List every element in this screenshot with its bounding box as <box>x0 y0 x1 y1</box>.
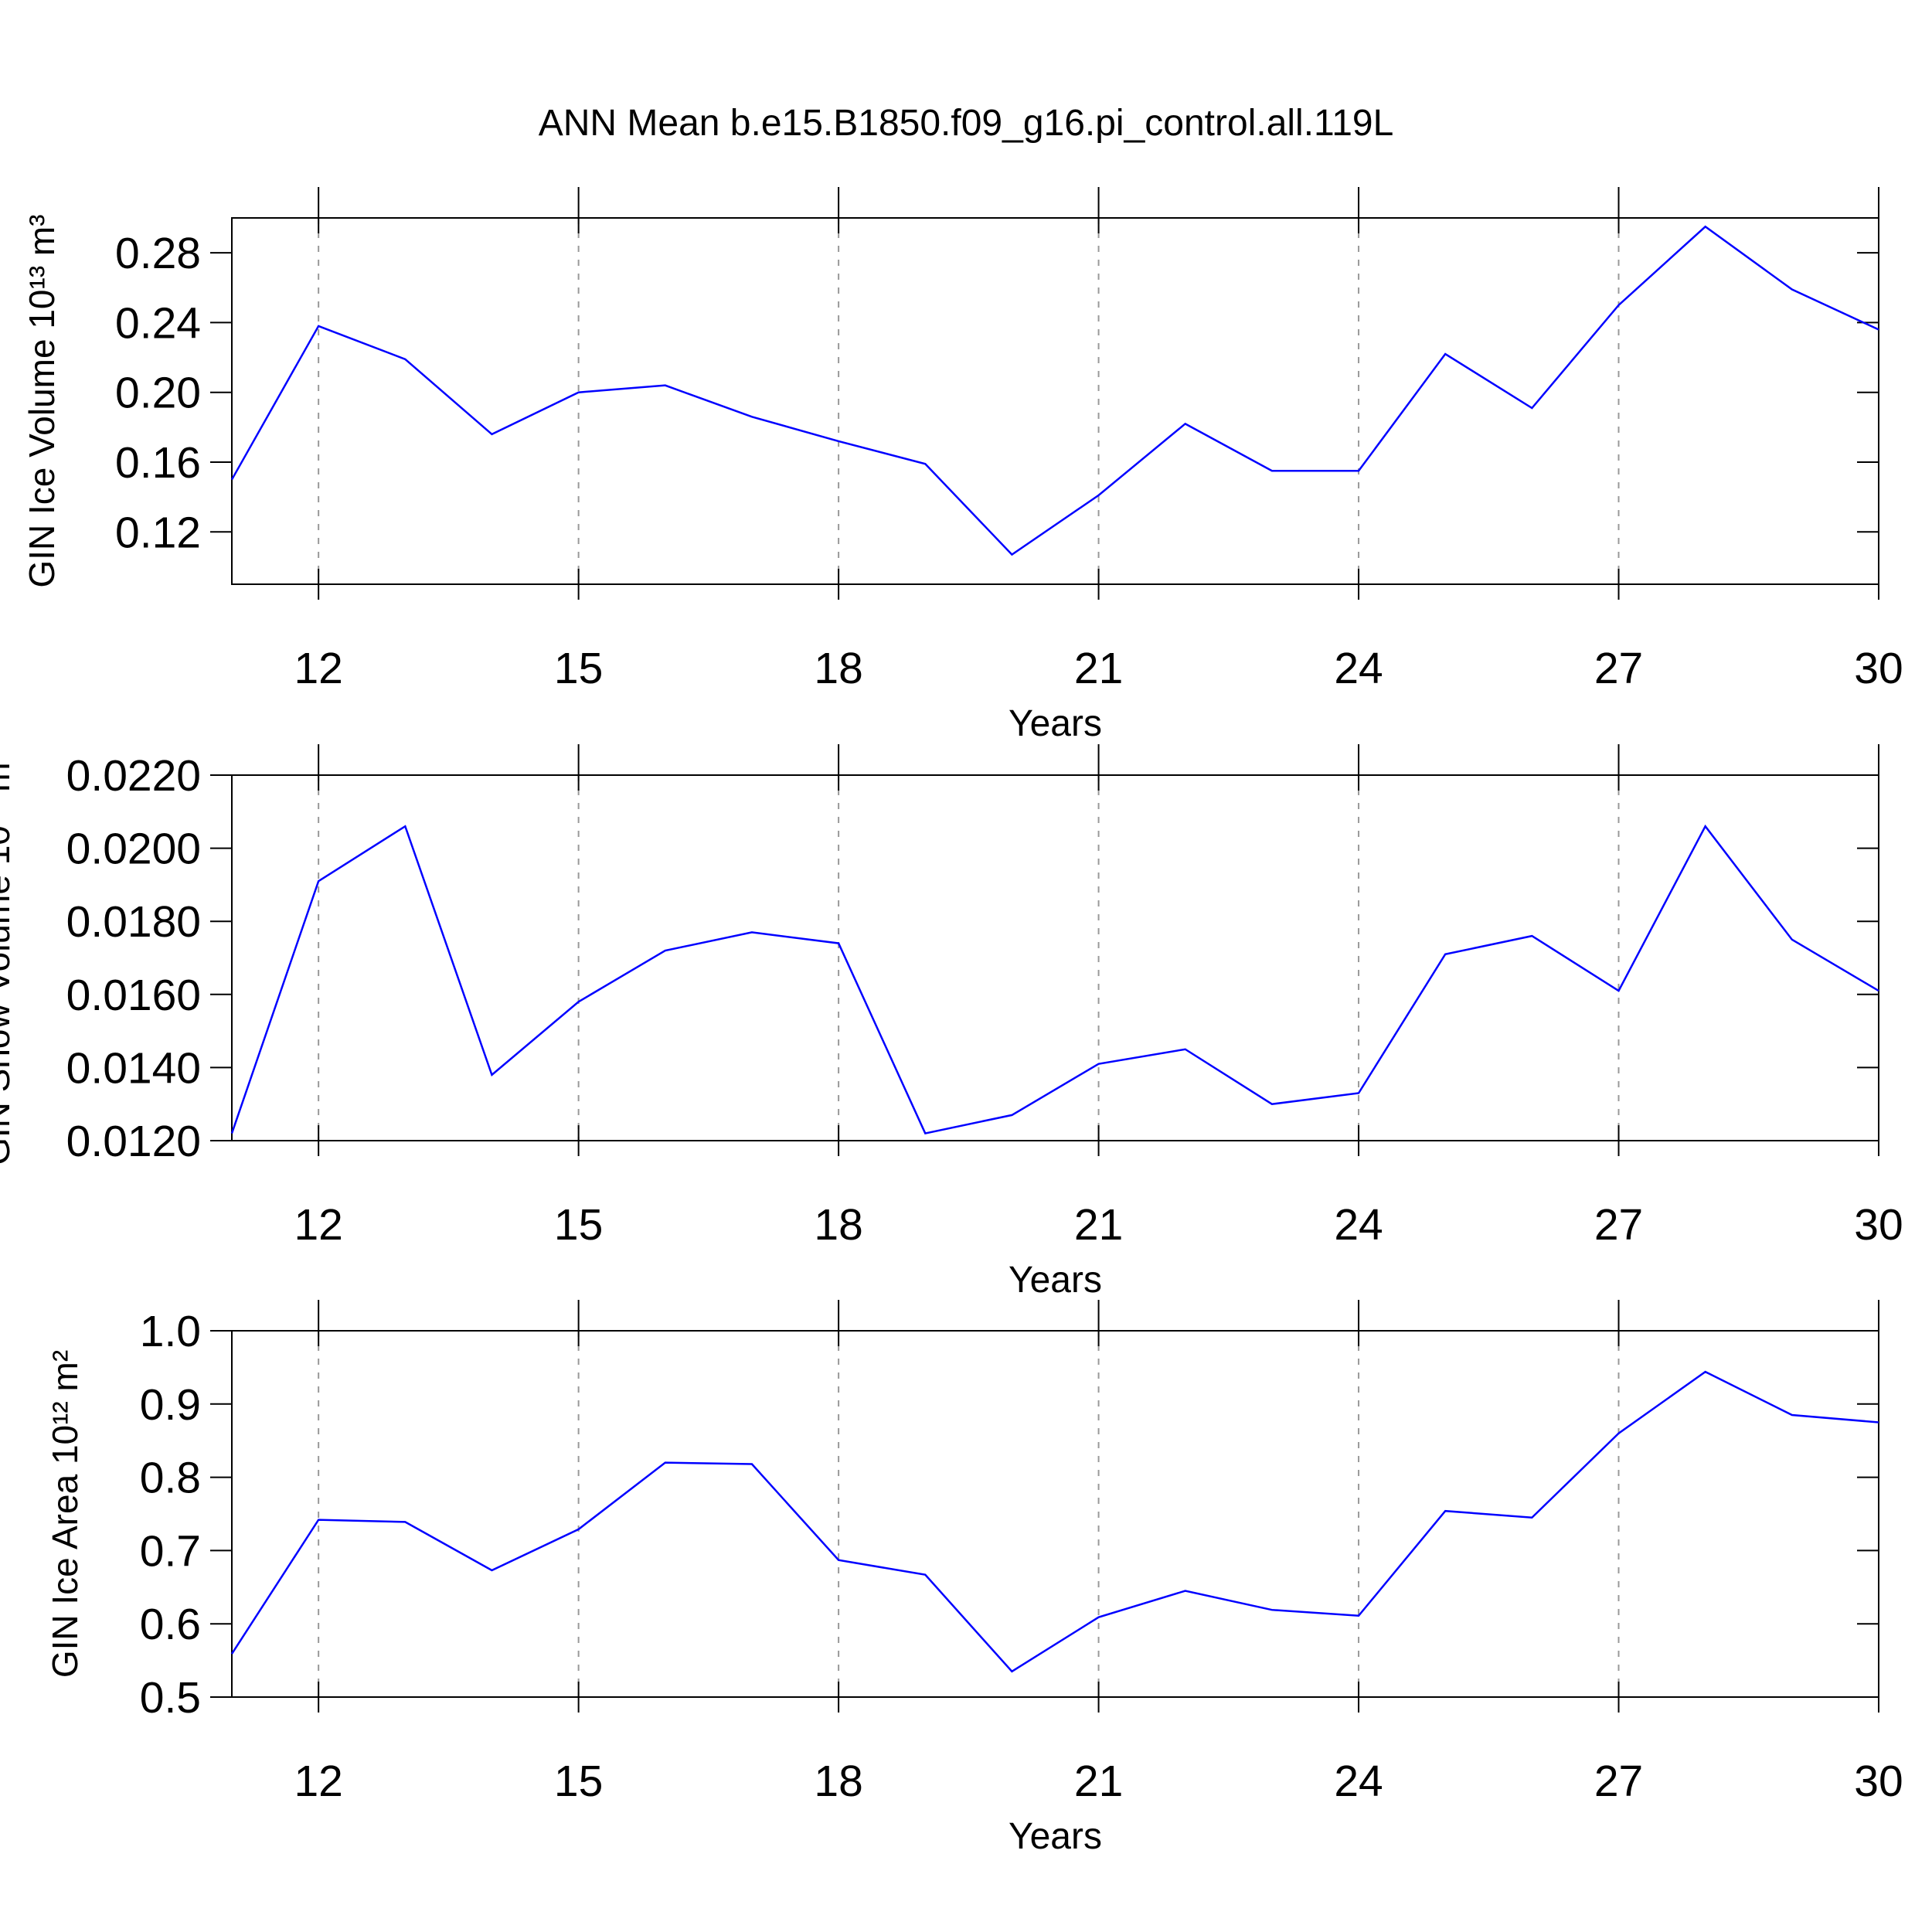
x-tick-label: 18 <box>814 1200 862 1250</box>
x-tick-label: 15 <box>554 1200 603 1250</box>
y-axis-label: GIN Snow Volume 10¹³ m³ <box>0 750 17 1165</box>
y-tick-label: 0.6 <box>140 1600 201 1649</box>
x-tick-label: 27 <box>1594 1200 1643 1250</box>
y-tick-label: 0.0140 <box>66 1043 201 1093</box>
y-tick-label: 0.5 <box>140 1673 201 1723</box>
x-axis-label: Years <box>1009 703 1102 744</box>
x-tick-label: 24 <box>1334 644 1383 693</box>
y-tick-label: 0.0180 <box>66 897 201 947</box>
x-axis-label: Years <box>1009 1260 1102 1301</box>
data-line <box>230 1370 1879 1673</box>
y-tick-label: 0.7 <box>140 1526 201 1576</box>
x-tick-label: 30 <box>1854 644 1903 693</box>
plot-frame <box>231 217 1879 585</box>
y-tick-label: 0.28 <box>115 229 201 278</box>
chart-title: ANN Mean b.e15.B1850.f09_g16.pi_control.… <box>539 103 1394 144</box>
y-tick-label: 0.8 <box>140 1454 201 1503</box>
y-tick-label: 0.24 <box>115 298 201 348</box>
x-tick-label: 12 <box>294 1757 342 1806</box>
y-tick-label: 0.0220 <box>66 751 201 801</box>
x-tick-label: 18 <box>814 1757 862 1806</box>
y-tick-label: 0.9 <box>140 1380 201 1430</box>
y-tick-label: 0.0200 <box>66 825 201 874</box>
y-tick-label: 0.0120 <box>66 1117 201 1166</box>
y-tick-label: 0.0160 <box>66 971 201 1020</box>
data-line <box>230 225 1879 556</box>
x-tick-label: 21 <box>1074 644 1123 693</box>
y-tick-label: 1.0 <box>140 1307 201 1356</box>
x-tick-label: 21 <box>1074 1757 1123 1806</box>
x-tick-label: 30 <box>1854 1757 1903 1806</box>
y-tick-label: 0.20 <box>115 369 201 418</box>
x-tick-label: 21 <box>1074 1200 1123 1250</box>
x-tick-label: 12 <box>294 644 342 693</box>
plot-frame <box>231 774 1879 1141</box>
x-tick-label: 27 <box>1594 1757 1643 1806</box>
x-tick-label: 12 <box>294 1200 342 1250</box>
y-axis-label: GIN Ice Volume 10¹³ m³ <box>22 214 62 587</box>
plot-frame <box>231 1330 1879 1698</box>
x-tick-label: 15 <box>554 644 603 693</box>
x-tick-label: 24 <box>1334 1757 1383 1806</box>
x-tick-label: 24 <box>1334 1200 1383 1250</box>
y-tick-label: 0.12 <box>115 508 201 557</box>
x-tick-label: 30 <box>1854 1200 1903 1250</box>
x-tick-label: 18 <box>814 644 862 693</box>
x-tick-label: 27 <box>1594 644 1643 693</box>
y-tick-label: 0.16 <box>115 438 201 488</box>
y-axis-label: GIN Ice Area 10¹² m² <box>45 1350 85 1678</box>
x-tick-label: 15 <box>554 1757 603 1806</box>
x-axis-label: Years <box>1009 1816 1102 1857</box>
data-line <box>230 824 1879 1134</box>
